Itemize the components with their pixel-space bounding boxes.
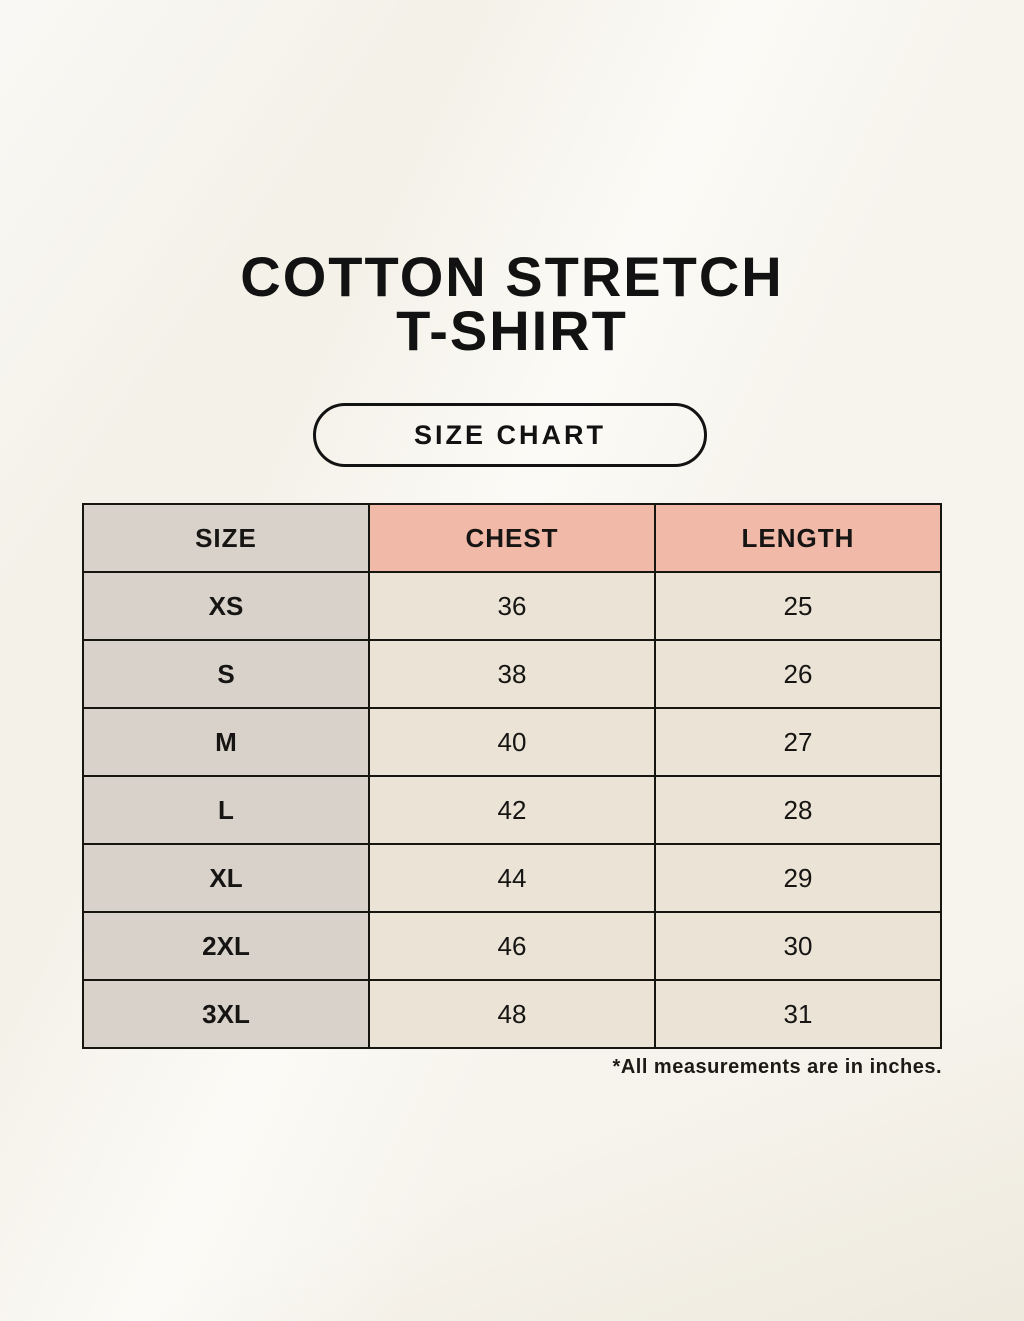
table-row: S 38 26 [82, 639, 942, 709]
chest-value: 36 [368, 571, 656, 641]
length-value: 25 [654, 571, 942, 641]
page-title-line2: T-SHIRT [396, 299, 628, 362]
size-value: L [82, 775, 370, 845]
length-value: 31 [654, 979, 942, 1049]
chest-value: 42 [368, 775, 656, 845]
size-value: M [82, 707, 370, 777]
length-value: 27 [654, 707, 942, 777]
size-value: S [82, 639, 370, 709]
table-row: XL 44 29 [82, 843, 942, 913]
size-value: 3XL [82, 979, 370, 1049]
table-row: 2XL 46 30 [82, 911, 942, 981]
column-header-size: SIZE [82, 503, 370, 573]
column-header-chest: CHEST [368, 503, 656, 573]
length-value: 29 [654, 843, 942, 913]
length-value: 28 [654, 775, 942, 845]
page-title-line1: COTTON STRETCH [240, 245, 784, 308]
measurements-footnote: *All measurements are in inches. [612, 1056, 942, 1078]
chest-value: 48 [368, 979, 656, 1049]
table-header-row: SIZE CHEST LENGTH [82, 503, 942, 573]
size-chart-badge: SIZE CHART [313, 403, 707, 467]
size-chart-badge-label: SIZE CHART [414, 419, 606, 450]
length-value: 30 [654, 911, 942, 981]
chest-value: 46 [368, 911, 656, 981]
chest-value: 44 [368, 843, 656, 913]
length-value: 26 [654, 639, 942, 709]
size-value: 2XL [82, 911, 370, 981]
chest-value: 38 [368, 639, 656, 709]
table-row: L 42 28 [82, 775, 942, 845]
table-row: 3XL 48 31 [82, 979, 942, 1049]
table-row: M 40 27 [82, 707, 942, 777]
size-value: XS [82, 571, 370, 641]
size-chart-table: SIZE CHEST LENGTH XS 36 25 S 38 26 M 40 … [82, 503, 942, 1049]
size-value: XL [82, 843, 370, 913]
column-header-length: LENGTH [654, 503, 942, 573]
chest-value: 40 [368, 707, 656, 777]
table-row: XS 36 25 [82, 571, 942, 641]
page-title: COTTON STRETCH T-SHIRT [0, 249, 1024, 359]
